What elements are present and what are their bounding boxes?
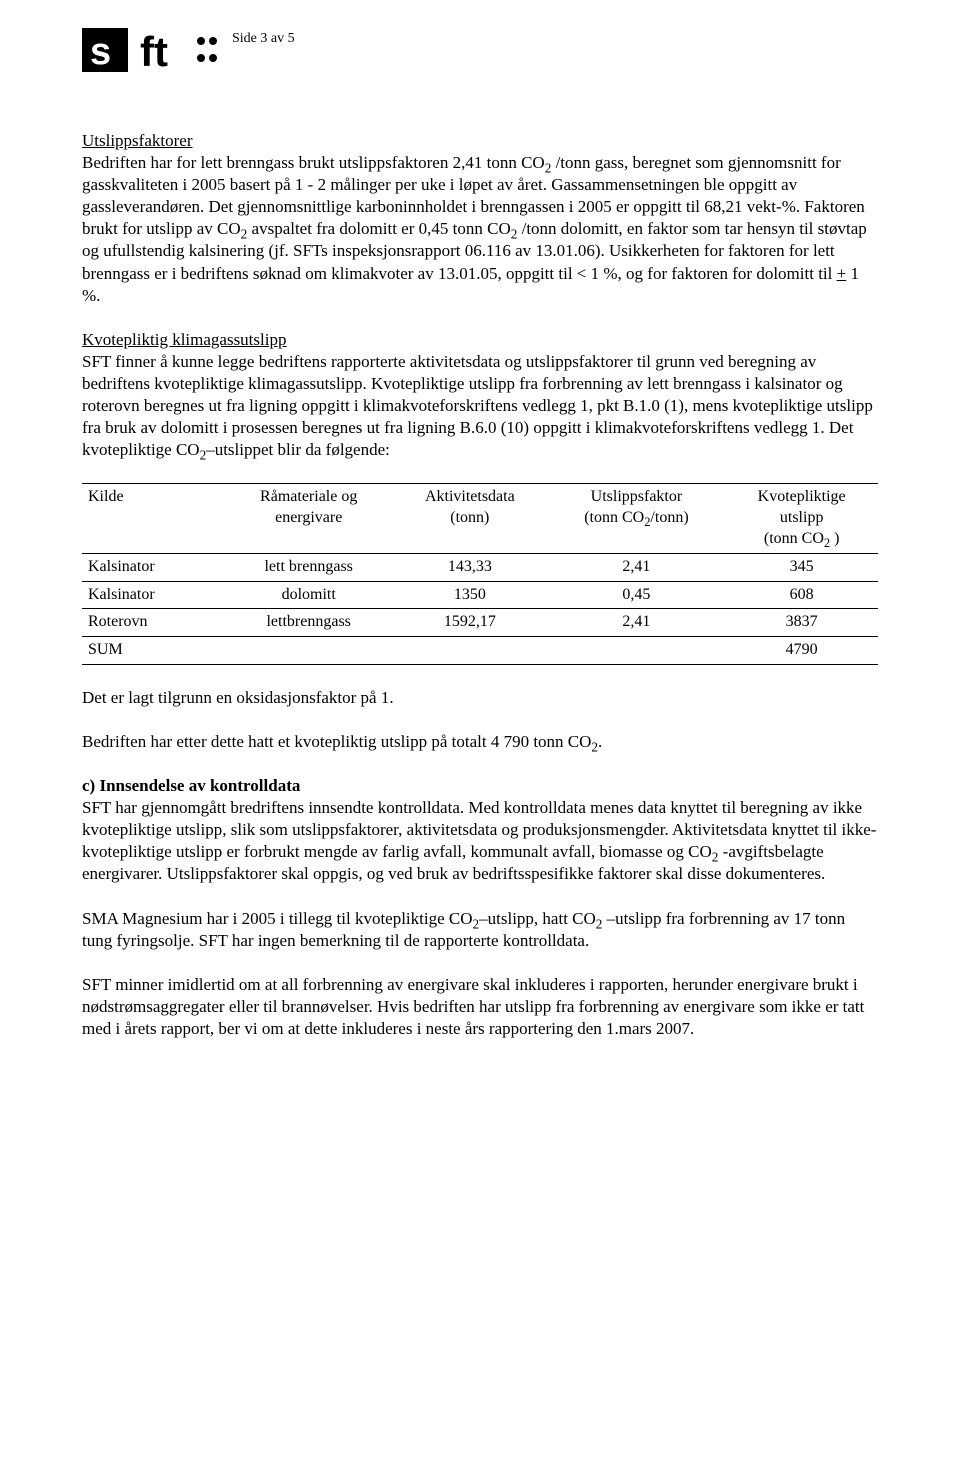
section-utslippsfaktorer: Utslippsfaktorer Bedriften har for lett … <box>82 130 878 307</box>
col-kvotepliktige: Kvotepliktigeutslipp(tonn CO2 ) <box>725 484 878 553</box>
section-body-utslippsfaktorer: Bedriften har for lett brenngass brukt u… <box>82 153 867 305</box>
cell-fak: 2,41 <box>548 553 726 581</box>
table-sum-row: SUM 4790 <box>82 637 878 665</box>
cell-akt: 143,33 <box>392 553 547 581</box>
cell-mat: lettbrenngass <box>225 609 392 637</box>
table-body: Kalsinator lett brenngass 143,33 2,41 34… <box>82 553 878 664</box>
svg-text:ft: ft <box>140 28 168 74</box>
section-c-p2: SMA Magnesium har i 2005 i tillegg til k… <box>82 908 878 952</box>
page-header: s ft Side 3 av 5 <box>82 28 878 74</box>
page-number: Side 3 av 5 <box>232 30 295 48</box>
section-kvotepliktig: Kvotepliktig klimagassutslipp SFT finner… <box>82 329 878 462</box>
cell-akt: 1592,17 <box>392 609 547 637</box>
cell-sum-utslipp: 4790 <box>725 637 878 665</box>
cell-fak: 2,41 <box>548 609 726 637</box>
cell-utslipp: 608 <box>725 581 878 609</box>
cell-kilde: Kalsinator <box>82 581 225 609</box>
cell-fak: 0,45 <box>548 581 726 609</box>
col-utslippsfaktor: Utslippsfaktor(tonn CO2/tonn) <box>548 484 726 553</box>
document-page: s ft Side 3 av 5 Utslippsfaktorer Bedrif… <box>0 0 960 1122</box>
after-table-p1: Det er lagt tilgrunn en oksidasjonsfakto… <box>82 687 878 709</box>
table-row: Roterovn lettbrenngass 1592,17 2,41 3837 <box>82 609 878 637</box>
table-row: Kalsinator dolomitt 1350 0,45 608 <box>82 581 878 609</box>
emissions-table: Kilde Råmateriale ogenergivare Aktivitet… <box>82 483 878 665</box>
cell-empty <box>225 637 392 665</box>
col-kilde: Kilde <box>82 484 225 553</box>
cell-sum-label: SUM <box>82 637 225 665</box>
section-title-kvotepliktig: Kvotepliktig klimagassutslipp <box>82 330 286 349</box>
section-c-heading: c) Innsendelse av kontrolldata <box>82 776 300 795</box>
cell-kilde: Kalsinator <box>82 553 225 581</box>
svg-text:s: s <box>90 31 111 73</box>
cell-mat: dolomitt <box>225 581 392 609</box>
table-row: Kalsinator lett brenngass 143,33 2,41 34… <box>82 553 878 581</box>
section-c-p3: SFT minner imidlertid om at all forbrenn… <box>82 974 878 1040</box>
cell-empty <box>392 637 547 665</box>
col-ramateriale: Råmateriale ogenergivare <box>225 484 392 553</box>
cell-akt: 1350 <box>392 581 547 609</box>
after-table-p2: Bedriften har etter dette hatt et kvotep… <box>82 731 878 753</box>
sft-logo: s ft <box>82 28 218 74</box>
cell-mat: lett brenngass <box>225 553 392 581</box>
section-title-utslippsfaktorer: Utslippsfaktorer <box>82 131 192 150</box>
col-aktivitetsdata: Aktivitetsdata(tonn) <box>392 484 547 553</box>
cell-utslipp: 3837 <box>725 609 878 637</box>
table-header-row: Kilde Råmateriale ogenergivare Aktivitet… <box>82 484 878 553</box>
cell-empty <box>548 637 726 665</box>
section-c-p1: SFT har gjennomgått bredriftens innsendt… <box>82 798 876 883</box>
cell-utslipp: 345 <box>725 553 878 581</box>
section-body-kvotepliktig: SFT finner å kunne legge bedriftens rapp… <box>82 352 873 459</box>
section-c: c) Innsendelse av kontrolldata SFT har g… <box>82 775 878 885</box>
cell-kilde: Roterovn <box>82 609 225 637</box>
